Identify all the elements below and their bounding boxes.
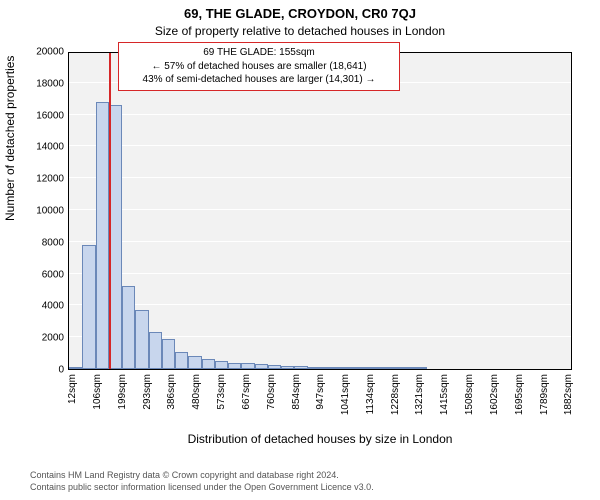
marker-line — [109, 53, 111, 369]
histogram-bar — [188, 356, 201, 369]
histogram-bar — [308, 367, 321, 369]
x-tick-label: 1228sqm — [390, 374, 401, 434]
x-tick-label: 854sqm — [291, 374, 302, 434]
x-tick-labels: 12sqm106sqm199sqm293sqm386sqm480sqm573sq… — [68, 370, 572, 430]
x-tick-label: 1134sqm — [365, 374, 376, 434]
histogram-bar — [241, 363, 254, 369]
x-axis-label: Distribution of detached houses by size … — [68, 432, 572, 446]
y-tick-label: 10000 — [36, 206, 64, 217]
y-tick-label: 18000 — [36, 78, 64, 89]
histogram-bar — [202, 359, 215, 369]
y-tick-label: 20000 — [36, 47, 64, 58]
annotation-line-3: 43% of semi-detached houses are larger (… — [125, 73, 393, 87]
histogram-bar — [135, 310, 148, 369]
x-tick-label: 12sqm — [67, 374, 78, 434]
x-tick-label: 199sqm — [117, 374, 128, 434]
annotation-line-2: ← 57% of detached houses are smaller (18… — [125, 60, 393, 74]
histogram-bar — [268, 365, 281, 369]
x-tick-label: 760sqm — [266, 374, 277, 434]
y-tick-label: 0 — [58, 365, 64, 376]
histogram-bar — [82, 245, 95, 369]
histogram-bar — [334, 367, 347, 369]
footer-line-1: Contains HM Land Registry data © Crown c… — [30, 470, 374, 482]
histogram-bar — [401, 367, 414, 369]
footer-text: Contains HM Land Registry data © Crown c… — [30, 470, 374, 493]
y-tick-label: 14000 — [36, 142, 64, 153]
x-tick-label: 1041sqm — [340, 374, 351, 434]
histogram-bar — [96, 102, 109, 369]
x-tick-label: 1508sqm — [464, 374, 475, 434]
histogram-bar — [255, 364, 268, 369]
x-tick-label: 1415sqm — [439, 374, 450, 434]
x-tick-label: 1695sqm — [514, 374, 525, 434]
y-tick-label: 2000 — [42, 333, 64, 344]
y-axis-label: Number of detached properties — [3, 201, 17, 221]
y-tick-label: 6000 — [42, 269, 64, 280]
histogram-bar — [348, 367, 361, 369]
histogram-bar — [162, 339, 175, 369]
annotation-box: 69 THE GLADE: 155sqm ← 57% of detached h… — [118, 42, 400, 91]
x-tick-label: 1789sqm — [539, 374, 550, 434]
x-tick-label: 106sqm — [92, 374, 103, 434]
x-tick-label: 1321sqm — [414, 374, 425, 434]
x-tick-label: 1602sqm — [489, 374, 500, 434]
plot-area — [68, 52, 572, 370]
y-tick-label: 8000 — [42, 237, 64, 248]
histogram-bar — [228, 363, 241, 369]
histogram-bar — [69, 367, 82, 369]
annotation-line-1: 69 THE GLADE: 155sqm — [125, 46, 393, 60]
footer-line-2: Contains public sector information licen… — [30, 482, 374, 494]
x-tick-label: 667sqm — [241, 374, 252, 434]
histogram-bar — [122, 286, 135, 369]
histogram-bar — [215, 361, 228, 369]
x-tick-label: 386sqm — [166, 374, 177, 434]
y-tick-label: 4000 — [42, 301, 64, 312]
histogram-bar — [149, 332, 162, 369]
chart-subtitle: Size of property relative to detached ho… — [0, 24, 600, 38]
y-tick-label: 16000 — [36, 110, 64, 121]
chart-title: 69, THE GLADE, CROYDON, CR0 7QJ — [0, 6, 600, 21]
histogram-bar — [281, 366, 294, 369]
x-tick-label: 1882sqm — [563, 374, 574, 434]
chart-root: { "chart": { "type": "histogram", "title… — [0, 0, 600, 500]
x-tick-label: 573sqm — [216, 374, 227, 434]
x-tick-label: 947sqm — [315, 374, 326, 434]
histogram-bar — [414, 367, 427, 369]
histogram-bar — [361, 367, 374, 369]
x-tick-label: 480sqm — [191, 374, 202, 434]
y-tick-label: 12000 — [36, 174, 64, 185]
histogram-bar — [294, 366, 307, 369]
x-tick-label: 293sqm — [142, 374, 153, 434]
histogram-bar — [374, 367, 387, 369]
histogram-bar — [387, 367, 400, 369]
histogram-bar — [321, 367, 334, 369]
histogram-bar — [175, 352, 188, 369]
